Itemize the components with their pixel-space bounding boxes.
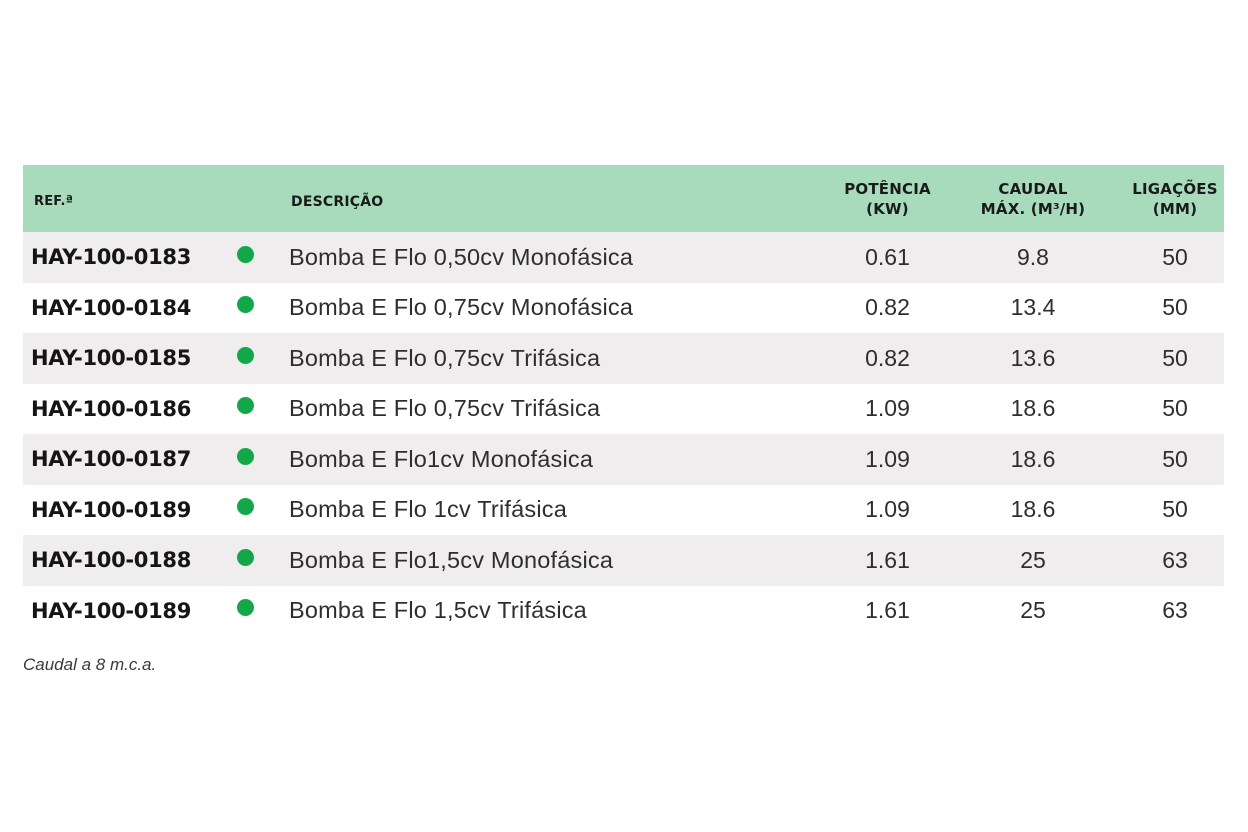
cell-ligacoes: 50 xyxy=(1162,344,1188,371)
header-caudal: CAUDAL MÁX. (M³/H) xyxy=(966,165,1100,232)
header-ligacoes-line2: (MM) xyxy=(1152,199,1198,218)
cell-caudal: 25 xyxy=(1020,546,1046,573)
cell-ref: HAY-100-0184 xyxy=(31,295,192,320)
status-dot-cell xyxy=(236,384,254,434)
cell-caudal: 25 xyxy=(1020,597,1046,623)
cell-ligacoes: 50 xyxy=(1162,496,1188,522)
status-dot-icon xyxy=(236,346,254,364)
cell-potencia: 1.09 xyxy=(865,445,910,472)
header-descricao: DESCRIÇÃO xyxy=(291,193,384,210)
status-dot-cell xyxy=(236,283,254,333)
table-row: HAY-100-0185 Bomba E Flo 0,75cv Trifásic… xyxy=(23,333,1224,384)
cell-ref: HAY-100-0188 xyxy=(31,548,192,572)
cell-ligacoes: 50 xyxy=(1162,445,1188,472)
cell-caudal: 18.6 xyxy=(1010,496,1056,522)
cell-descricao: Bomba E Flo1cv Monofásica xyxy=(289,445,594,472)
table-row: HAY-100-0188 Bomba E Flo1,5cv Monofásica… xyxy=(23,535,1224,586)
header-caudal-line2: MÁX. (M³/H) xyxy=(980,199,1086,218)
cell-ref: HAY-100-0183 xyxy=(31,245,192,269)
cell-caudal: 9.8 xyxy=(1017,243,1049,270)
cell-descricao: Bomba E Flo 0,75cv Trifásica xyxy=(289,395,601,421)
cell-descricao: Bomba E Flo 0,75cv Trifásica xyxy=(289,344,601,371)
cell-caudal: 18.6 xyxy=(1010,395,1056,421)
status-dot-cell xyxy=(236,586,254,636)
status-dot-icon xyxy=(236,599,254,616)
cell-ref: HAY-100-0189 xyxy=(31,598,192,623)
header-potencia-line1: POTÊNCIA xyxy=(844,179,931,198)
cell-ligacoes: 63 xyxy=(1162,597,1188,623)
header-potencia: POTÊNCIA (KW) xyxy=(829,165,946,232)
table-row: HAY-100-0187 Bomba E Flo1cv Monofásica 1… xyxy=(23,434,1224,485)
cell-potencia: 0.82 xyxy=(865,294,910,320)
footnote: Caudal a 8 m.c.a. xyxy=(23,655,157,674)
table-header: REF.ª DESCRIÇÃO POTÊNCIA (KW) CAUDAL MÁX… xyxy=(23,165,1224,232)
table-row: HAY-100-0189 Bomba E Flo 1,5cv Trifásica… xyxy=(23,585,1224,636)
cell-ref: HAY-100-0187 xyxy=(31,447,192,471)
header-ligacoes: LIGAÇÕES (MM) xyxy=(1120,165,1230,232)
cell-ref: HAY-100-0189 xyxy=(31,497,192,522)
cell-ref: HAY-100-0186 xyxy=(31,396,192,421)
header-caudal-line1: CAUDAL xyxy=(998,179,1068,198)
table-row: HAY-100-0189 Bomba E Flo 1cv Trifásica 1… xyxy=(23,484,1224,535)
header-potencia-line2: (KW) xyxy=(866,199,909,218)
header-ref: REF.ª xyxy=(34,193,74,209)
cell-descricao: Bomba E Flo 1,5cv Trifásica xyxy=(289,597,587,623)
header-ligacoes-line1: LIGAÇÕES xyxy=(1132,179,1218,198)
cell-potencia: 0.82 xyxy=(865,344,910,371)
cell-caudal: 18.6 xyxy=(1010,445,1056,472)
status-dot-icon xyxy=(236,245,254,263)
cell-caudal: 13.6 xyxy=(1010,344,1056,371)
status-dot-cell xyxy=(236,333,254,383)
cell-ref: HAY-100-0185 xyxy=(31,346,192,370)
status-dot-icon xyxy=(236,498,254,515)
cell-descricao: Bomba E Flo 0,75cv Monofásica xyxy=(289,294,634,320)
cell-ligacoes: 50 xyxy=(1162,243,1188,270)
status-dot-cell xyxy=(236,434,254,484)
cell-potencia: 1.61 xyxy=(865,546,910,573)
table-row: HAY-100-0186 Bomba E Flo 0,75cv Trifásic… xyxy=(23,383,1224,434)
status-dot-cell xyxy=(236,535,254,585)
status-dot-icon xyxy=(236,447,254,465)
product-table: REF.ª DESCRIÇÃO POTÊNCIA (KW) CAUDAL MÁX… xyxy=(23,165,1224,636)
table-row: HAY-100-0184 Bomba E Flo 0,75cv Monofási… xyxy=(23,282,1224,333)
status-dot-icon xyxy=(236,548,254,566)
cell-caudal: 13.4 xyxy=(1010,294,1056,320)
cell-potencia: 1.09 xyxy=(865,496,910,522)
cell-potencia: 0.61 xyxy=(865,243,910,270)
table-body: HAY-100-0183 Bomba E Flo 0,50cv Monofási… xyxy=(23,232,1224,636)
status-dot-cell xyxy=(236,485,254,535)
status-dot-icon xyxy=(236,397,254,414)
cell-ligacoes: 50 xyxy=(1162,294,1188,320)
cell-ligacoes: 50 xyxy=(1162,395,1188,421)
status-dot-icon xyxy=(236,296,254,313)
cell-descricao: Bomba E Flo 0,50cv Monofásica xyxy=(289,243,634,270)
cell-descricao: Bomba E Flo1,5cv Monofásica xyxy=(289,546,614,573)
cell-potencia: 1.09 xyxy=(865,395,910,421)
status-dot-cell xyxy=(236,232,254,282)
cell-descricao: Bomba E Flo 1cv Trifásica xyxy=(289,496,567,522)
cell-ligacoes: 63 xyxy=(1162,546,1188,573)
table-row: HAY-100-0183 Bomba E Flo 0,50cv Monofási… xyxy=(23,232,1224,283)
cell-potencia: 1.61 xyxy=(865,597,910,623)
